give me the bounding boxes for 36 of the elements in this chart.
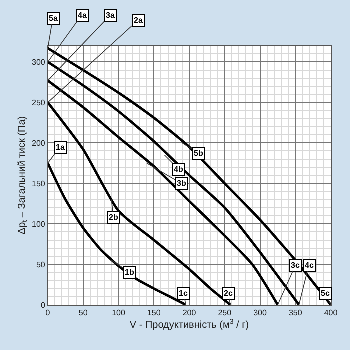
x-tick-label: 100 — [112, 308, 126, 318]
line-series — [48, 80, 280, 305]
x-axis-title: V - Продуктивність (м$^{3}$ / г) — [130, 318, 250, 332]
annotation: 5c — [321, 289, 330, 298]
annotation: 2b — [109, 213, 118, 222]
y-tick-label: 50 — [36, 260, 46, 270]
annotation: 5b — [194, 149, 204, 158]
annotation: 4b — [174, 165, 184, 174]
x-tick-label: 250 — [218, 308, 232, 318]
annotation: 3b — [177, 179, 186, 188]
annotation: 3a — [106, 11, 116, 20]
line-series — [48, 47, 331, 305]
line-series — [48, 60, 300, 305]
x-tick-label: 150 — [147, 308, 162, 318]
annotation: 2a — [134, 16, 144, 25]
y-tick-label: 300 — [32, 58, 46, 67]
annotation: 2c — [224, 289, 234, 298]
x-tick-label: 200 — [182, 308, 197, 318]
annotation: 3c — [291, 261, 300, 270]
annotation: 1a — [56, 143, 66, 152]
x-tick-label: 50 — [78, 308, 88, 318]
annotation: 4c — [305, 261, 314, 270]
line-series — [48, 101, 232, 305]
y-tick-label: 200 — [32, 138, 46, 148]
x-tick-label: 300 — [254, 308, 268, 318]
annotation: 4a — [78, 11, 88, 20]
y-tick-label: 250 — [32, 98, 46, 108]
line-series — [48, 162, 188, 305]
y-tick-label: 150 — [32, 179, 46, 188]
annotation: 5a — [49, 14, 58, 23]
y-tick-label: 100 — [32, 220, 46, 229]
annotation: 1c — [179, 289, 188, 298]
x-tick-label: 350 — [288, 308, 303, 318]
x-tick-label: 400 — [324, 308, 338, 318]
annotation: 1b — [125, 268, 134, 277]
y-tick-label: 0 — [40, 300, 46, 310]
